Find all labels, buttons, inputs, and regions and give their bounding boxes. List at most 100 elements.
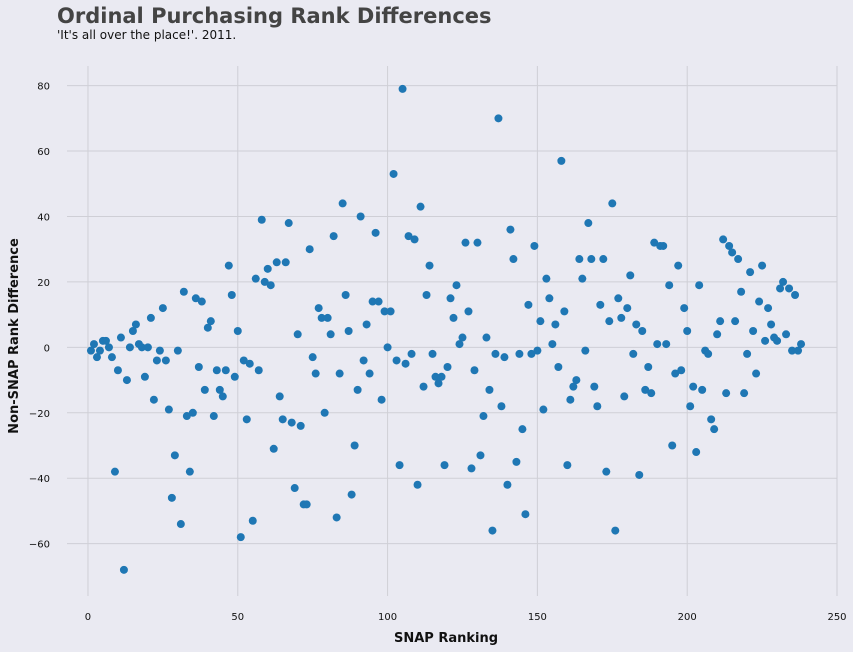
data-point	[587, 255, 596, 264]
data-point	[200, 385, 209, 394]
data-point	[794, 346, 803, 355]
data-point	[230, 372, 239, 381]
data-point	[350, 441, 359, 450]
data-point	[650, 238, 659, 247]
data-point	[773, 336, 782, 345]
data-point	[674, 261, 683, 270]
data-point	[146, 313, 155, 322]
data-point	[578, 274, 587, 283]
data-point	[725, 241, 734, 250]
data-point	[86, 346, 95, 355]
data-point	[401, 359, 410, 368]
data-point	[692, 448, 701, 457]
y-tick-label: −20	[29, 409, 50, 420]
data-point	[245, 359, 254, 368]
data-point	[422, 291, 431, 300]
data-point	[416, 202, 425, 211]
data-point	[575, 255, 584, 264]
data-point	[308, 353, 317, 362]
data-point	[347, 490, 356, 499]
data-point	[647, 389, 656, 398]
data-point	[266, 281, 275, 290]
data-point	[743, 349, 752, 358]
data-point	[488, 526, 497, 535]
data-point	[284, 219, 293, 228]
data-point	[323, 313, 332, 322]
data-point	[671, 369, 680, 378]
data-point	[395, 461, 404, 470]
data-point	[206, 317, 215, 326]
data-point	[554, 362, 563, 371]
data-point	[392, 356, 401, 365]
data-point	[635, 470, 644, 479]
data-point	[149, 395, 158, 404]
data-point	[410, 235, 419, 244]
data-point	[623, 304, 632, 313]
x-axis-label: SNAP Ranking	[394, 631, 498, 646]
data-point	[380, 307, 389, 316]
data-point	[653, 340, 662, 349]
data-point	[713, 330, 722, 339]
data-point	[566, 395, 575, 404]
data-point	[140, 372, 149, 381]
data-point	[428, 349, 437, 358]
data-point	[542, 274, 551, 283]
data-point	[683, 327, 692, 335]
data-point	[293, 330, 302, 339]
data-point	[695, 281, 704, 290]
data-point	[269, 444, 278, 453]
data-point	[779, 277, 788, 286]
data-point	[470, 366, 479, 375]
data-point	[218, 392, 227, 401]
data-point	[608, 199, 617, 208]
data-point	[446, 294, 455, 303]
data-point	[593, 402, 602, 411]
data-point	[464, 307, 473, 316]
data-point	[764, 304, 773, 313]
data-point	[335, 369, 344, 378]
data-point	[431, 372, 440, 381]
data-point	[386, 307, 395, 316]
data-point	[188, 408, 197, 417]
data-points	[86, 84, 806, 574]
data-point	[164, 405, 173, 414]
y-tick-label: 40	[37, 212, 50, 223]
data-point	[329, 232, 338, 241]
data-point	[359, 356, 368, 365]
data-point	[752, 369, 761, 378]
data-point	[179, 287, 188, 296]
data-point	[263, 264, 272, 273]
y-tick-labels: −60 −40 −20 0 20 40 60 80	[29, 82, 50, 551]
data-point	[560, 307, 569, 316]
data-point	[545, 294, 554, 303]
data-point	[296, 421, 305, 430]
data-point	[767, 320, 776, 329]
data-point	[479, 412, 488, 421]
data-point	[551, 320, 560, 329]
data-point	[197, 297, 206, 306]
data-point	[173, 346, 182, 355]
data-point	[680, 304, 689, 313]
data-point	[185, 467, 194, 476]
data-point	[305, 245, 314, 254]
data-point	[512, 457, 521, 466]
data-point	[452, 281, 461, 290]
data-point	[365, 369, 374, 378]
data-point	[227, 291, 236, 300]
data-point	[572, 376, 581, 385]
data-point	[467, 464, 476, 473]
data-point	[698, 385, 707, 394]
data-point	[482, 333, 491, 342]
data-point	[776, 284, 785, 293]
data-point	[596, 300, 605, 309]
data-point	[461, 238, 470, 247]
data-point	[617, 313, 626, 322]
data-point	[722, 389, 731, 398]
x-tick-label: 250	[827, 612, 846, 623]
data-point	[584, 219, 593, 228]
data-point	[161, 356, 170, 365]
data-point	[740, 389, 749, 398]
data-point	[374, 297, 383, 306]
grid-lines	[67, 66, 838, 596]
data-point	[215, 385, 224, 394]
